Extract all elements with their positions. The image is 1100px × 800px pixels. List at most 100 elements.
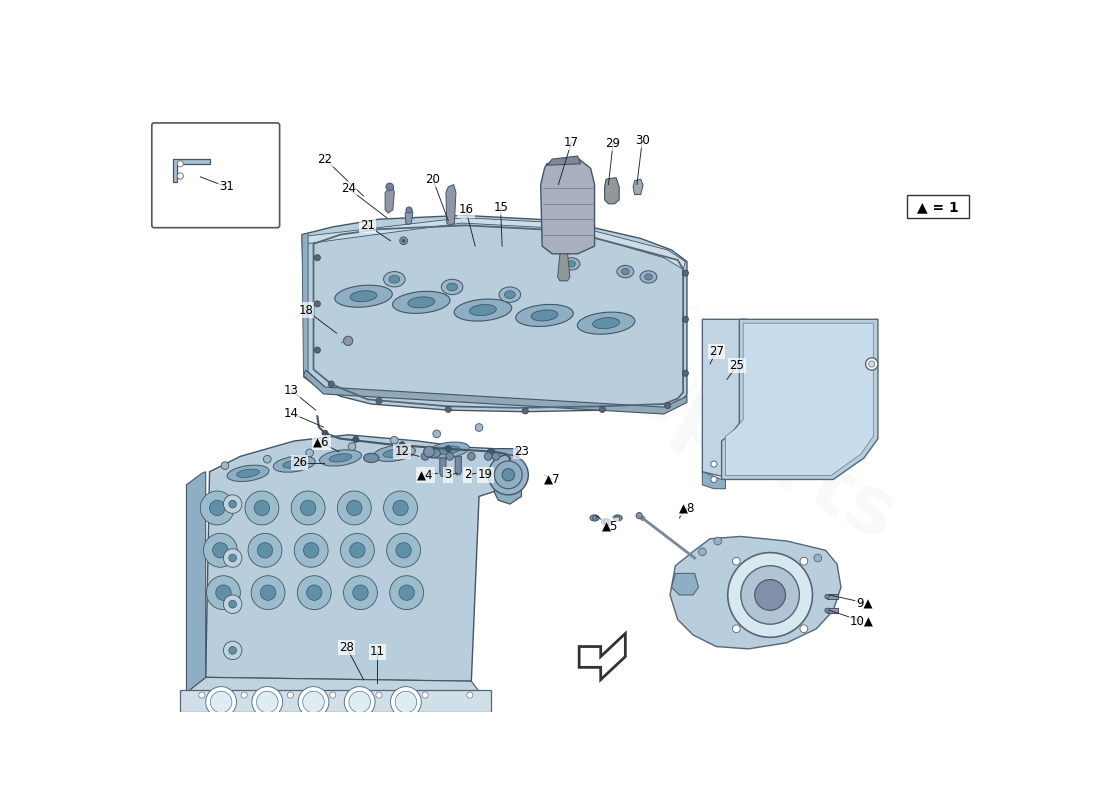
Text: ▲5: ▲5	[602, 519, 618, 532]
Ellipse shape	[499, 287, 520, 302]
Ellipse shape	[425, 449, 440, 458]
Circle shape	[800, 558, 807, 565]
Circle shape	[741, 566, 800, 624]
Polygon shape	[206, 435, 517, 682]
Text: 19: 19	[477, 468, 493, 482]
Circle shape	[295, 534, 328, 567]
Polygon shape	[301, 233, 326, 390]
Polygon shape	[558, 254, 570, 281]
Circle shape	[390, 686, 421, 718]
Ellipse shape	[602, 518, 610, 525]
Circle shape	[223, 595, 242, 614]
Text: europarts: europarts	[480, 281, 910, 558]
Circle shape	[733, 558, 740, 565]
Circle shape	[711, 461, 717, 467]
Circle shape	[330, 692, 336, 698]
Circle shape	[338, 491, 372, 525]
Polygon shape	[703, 319, 747, 479]
Ellipse shape	[495, 461, 522, 489]
Text: 27: 27	[708, 345, 724, 358]
Polygon shape	[301, 215, 686, 412]
Circle shape	[386, 183, 394, 190]
Ellipse shape	[454, 299, 512, 321]
Polygon shape	[440, 458, 446, 476]
Text: 31: 31	[219, 180, 234, 194]
Ellipse shape	[590, 515, 600, 521]
Ellipse shape	[236, 469, 260, 478]
Circle shape	[682, 270, 689, 276]
Circle shape	[615, 516, 620, 520]
Text: 15: 15	[493, 201, 508, 214]
Circle shape	[177, 173, 184, 179]
Circle shape	[714, 538, 722, 545]
Circle shape	[396, 542, 411, 558]
Circle shape	[315, 301, 320, 307]
Circle shape	[376, 398, 382, 404]
Circle shape	[264, 455, 272, 463]
Circle shape	[252, 686, 283, 718]
Text: 11: 11	[370, 646, 385, 658]
Circle shape	[636, 513, 642, 518]
Circle shape	[304, 542, 319, 558]
Circle shape	[492, 453, 499, 460]
Circle shape	[399, 585, 415, 600]
Circle shape	[207, 576, 240, 610]
Text: 14: 14	[284, 406, 299, 420]
Circle shape	[306, 449, 313, 457]
Text: 21: 21	[360, 219, 375, 232]
Circle shape	[229, 500, 236, 508]
Ellipse shape	[578, 312, 635, 334]
Circle shape	[353, 436, 359, 442]
Circle shape	[209, 500, 224, 516]
Circle shape	[206, 686, 236, 718]
Circle shape	[302, 691, 324, 713]
Circle shape	[343, 576, 377, 610]
Ellipse shape	[568, 261, 575, 267]
Polygon shape	[703, 472, 726, 489]
Circle shape	[349, 691, 371, 713]
Circle shape	[389, 576, 424, 610]
Text: 20: 20	[426, 173, 440, 186]
Ellipse shape	[393, 291, 450, 314]
Text: ▲ = 1: ▲ = 1	[917, 200, 959, 214]
Circle shape	[421, 453, 429, 460]
Polygon shape	[306, 218, 685, 270]
Polygon shape	[670, 537, 842, 649]
Ellipse shape	[319, 450, 362, 466]
Text: 17: 17	[564, 136, 579, 149]
Text: 10▲: 10▲	[850, 614, 873, 628]
Circle shape	[825, 594, 829, 599]
Ellipse shape	[437, 446, 460, 454]
Ellipse shape	[334, 285, 393, 307]
Circle shape	[328, 381, 334, 387]
Circle shape	[300, 500, 316, 516]
Circle shape	[466, 692, 473, 698]
Circle shape	[229, 554, 236, 562]
Ellipse shape	[384, 271, 405, 287]
Text: ▲8: ▲8	[679, 502, 695, 514]
Text: 29: 29	[605, 138, 620, 150]
Circle shape	[251, 576, 285, 610]
Circle shape	[315, 254, 320, 261]
Circle shape	[292, 491, 326, 525]
Circle shape	[446, 406, 451, 413]
Ellipse shape	[273, 456, 316, 472]
Polygon shape	[186, 472, 206, 693]
Ellipse shape	[447, 283, 458, 291]
Circle shape	[257, 542, 273, 558]
Ellipse shape	[516, 305, 573, 326]
Ellipse shape	[593, 318, 619, 329]
Circle shape	[604, 519, 608, 524]
Circle shape	[422, 692, 428, 698]
Circle shape	[254, 500, 270, 516]
Circle shape	[468, 453, 475, 460]
Circle shape	[315, 347, 320, 353]
Circle shape	[390, 436, 398, 444]
Polygon shape	[455, 456, 461, 475]
Circle shape	[592, 516, 597, 520]
Ellipse shape	[502, 469, 515, 481]
Circle shape	[866, 358, 878, 370]
Circle shape	[177, 161, 184, 167]
Ellipse shape	[227, 465, 270, 482]
Circle shape	[307, 585, 322, 600]
